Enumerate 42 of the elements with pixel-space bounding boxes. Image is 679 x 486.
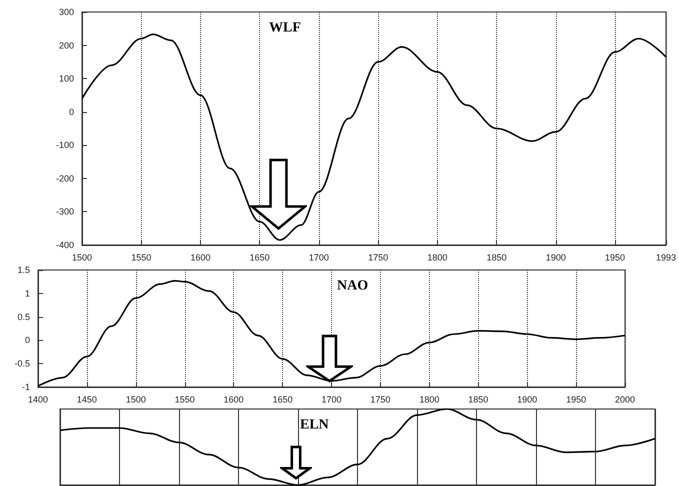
x-tick-label: 1700 <box>321 394 342 404</box>
text: WLF <box>269 20 301 36</box>
x-tick-label: 1500 <box>126 394 146 404</box>
x-tick-label: 1750 <box>368 252 388 262</box>
x-tick-label: 1650 <box>250 252 270 262</box>
y-tick-label: -1 <box>22 382 30 392</box>
y-tick-label: 0.5 <box>17 312 30 322</box>
y-tick-label: 0 <box>24 335 30 346</box>
x-tick-label: 2000 <box>614 394 636 404</box>
x-tick-label: 1500 <box>72 252 92 262</box>
x-tick-label: 1950 <box>566 394 586 404</box>
x-tick-label: 1850 <box>486 252 507 262</box>
x-tick-label: 1550 <box>131 252 152 262</box>
y-tick-label: 1 <box>24 288 30 298</box>
text: NAO <box>337 278 368 294</box>
y-tick-label: -400 <box>56 240 74 250</box>
y-tick-label: -200 <box>56 173 74 184</box>
x-tick-label: 1900 <box>517 394 538 404</box>
x-tick-label: 1900 <box>546 252 566 262</box>
y-tick-label: -100 <box>56 140 74 150</box>
text: ELN <box>300 418 329 432</box>
y-tick-label: 200 <box>58 40 74 50</box>
x-tick-label: 1750 <box>370 394 390 404</box>
y-tick-label: -300 <box>56 206 74 217</box>
x-tick-label: 1400 <box>28 394 48 404</box>
x-tick-label: 1800 <box>419 394 440 404</box>
y-tick-label: 0 <box>68 106 74 117</box>
x-tick-label: 1550 <box>174 394 195 404</box>
x-tick-label: 1600 <box>190 252 210 262</box>
x-tick-label: 1850 <box>468 394 488 404</box>
x-tick-label: 1800 <box>427 252 448 262</box>
y-tick-label: 1.5 <box>17 265 30 275</box>
x-tick-label: 1600 <box>224 394 244 404</box>
line-series <box>81 34 667 241</box>
x-tick-label: 1650 <box>272 394 293 404</box>
y-tick-label: 100 <box>58 74 74 84</box>
y-tick-label: 300 <box>58 7 74 17</box>
x-tick-label: 1950 <box>605 252 626 262</box>
y-tick-label: -0.5 <box>14 358 30 369</box>
x-tick-label: 1700 <box>308 252 329 262</box>
x-tick-label: 1450 <box>76 394 97 404</box>
x-tick-label: 1993 <box>656 252 676 262</box>
